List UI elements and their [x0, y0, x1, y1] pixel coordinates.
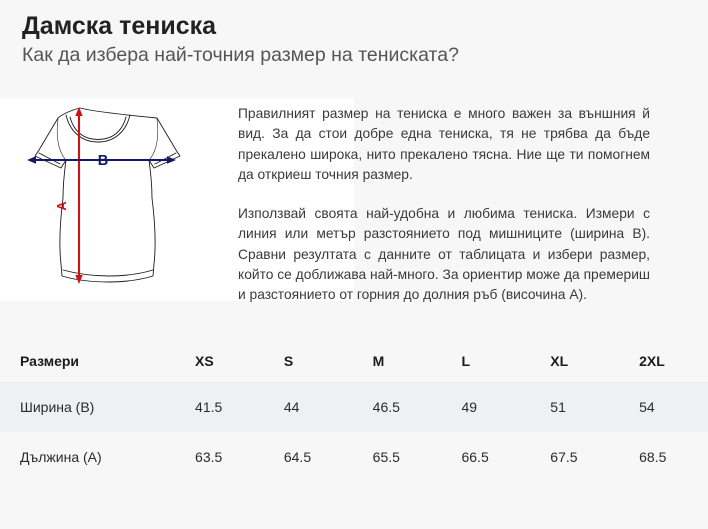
svg-text:B: B: [98, 153, 108, 169]
svg-text:A: A: [54, 201, 69, 211]
